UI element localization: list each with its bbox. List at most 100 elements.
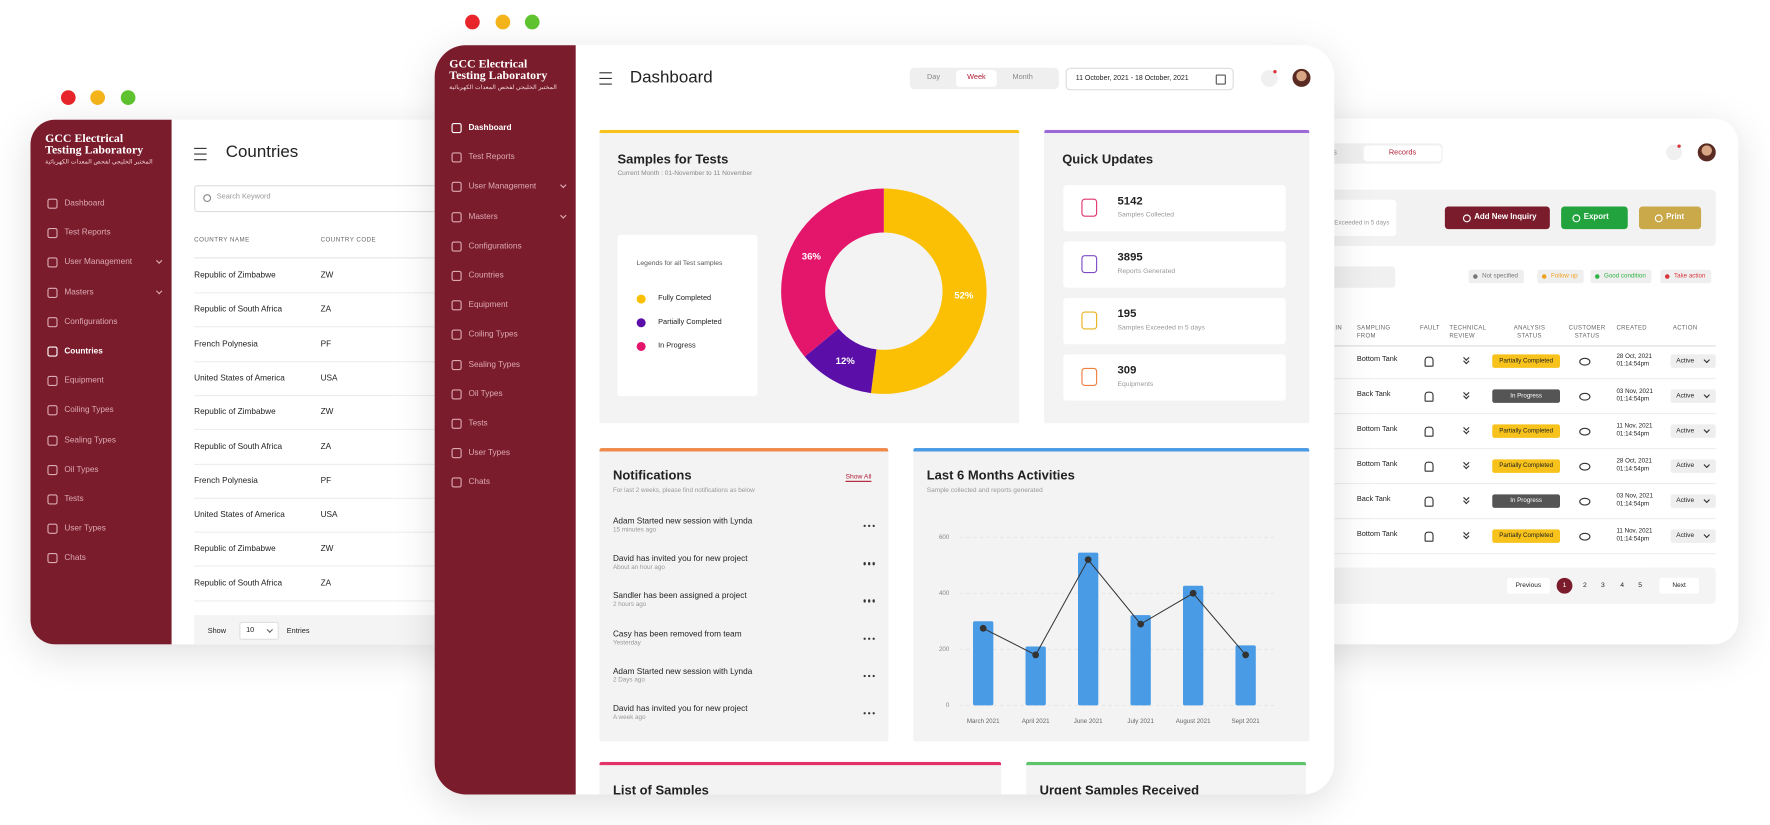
avatar[interactable]: [1292, 68, 1311, 87]
more-dot: [863, 599, 867, 603]
show-all-link[interactable]: Show All: [845, 474, 872, 482]
update-label: Equipments: [1117, 381, 1154, 389]
page-number[interactable]: 5: [1638, 582, 1643, 590]
action-select[interactable]: Active: [1670, 389, 1716, 403]
tab[interactable]: s: [1333, 148, 1337, 157]
slice-label: 36%: [802, 252, 822, 263]
status-dot: [1664, 274, 1670, 279]
button-icon: [1572, 214, 1581, 223]
pie-slice: [804, 328, 877, 394]
pagination-label: Next: [1672, 582, 1686, 590]
bar: [1182, 585, 1204, 706]
menu-item[interactable]: Sealing Types: [64, 434, 116, 445]
sampling-from: Back Tank: [1356, 390, 1391, 399]
update-icon: [1081, 255, 1098, 274]
y-tick-label: 600: [939, 534, 950, 541]
action-select[interactable]: Active: [1670, 494, 1716, 508]
header-divider: [194, 257, 460, 259]
menu-item[interactable]: Countries: [468, 269, 504, 280]
country-name: French Polynesia: [194, 474, 258, 486]
search-box[interactable]: Search Keyword: [194, 185, 460, 213]
menu-item[interactable]: Masters: [64, 286, 94, 297]
menu-icon: [47, 316, 58, 328]
menu-item[interactable]: Coiling Types: [64, 404, 114, 415]
chevron: [1463, 427, 1470, 435]
menu-item[interactable]: Test Reports: [468, 151, 515, 162]
menu-item[interactable]: Equipment: [468, 299, 508, 310]
more-dot: [863, 674, 867, 678]
avatar[interactable]: [1697, 143, 1716, 162]
pie-slice: [781, 188, 884, 357]
chevron: [1463, 392, 1470, 400]
page-number[interactable]: 3: [1601, 582, 1605, 590]
menu-item[interactable]: User Management: [468, 181, 537, 192]
country-code: PF: [320, 338, 332, 349]
update-item: 3895 Reports Generated: [1063, 241, 1286, 288]
menu-item[interactable]: Masters: [468, 210, 498, 221]
menu-item[interactable]: User Management: [64, 256, 133, 267]
menu-item[interactable]: Chats: [468, 476, 490, 487]
country-code: ZA: [320, 440, 332, 451]
pagination-button[interactable]: Next: [1659, 577, 1699, 594]
customer-status-icon: [1579, 357, 1591, 366]
page-number[interactable]: 4: [1620, 582, 1624, 590]
menu-item[interactable]: Dashboard: [468, 121, 512, 133]
action-select[interactable]: Active: [1670, 459, 1716, 473]
period-option[interactable]: Day: [926, 73, 941, 82]
menu-item[interactable]: Chats: [64, 552, 86, 563]
menu-item[interactable]: Configurations: [64, 315, 118, 326]
notification-bell[interactable]: [1260, 69, 1278, 87]
customer-status-icon: [1579, 462, 1591, 471]
pagination-button[interactable]: Previous: [1506, 577, 1550, 594]
menu-item[interactable]: Oil Types: [468, 388, 503, 399]
search-box[interactable]: [1331, 266, 1396, 288]
tab[interactable]: Records: [1388, 148, 1417, 157]
row-divider: [194, 429, 460, 431]
menu-item[interactable]: Tests: [64, 493, 84, 504]
menu-item[interactable]: Sealing Types: [468, 358, 521, 369]
action-select[interactable]: Active: [1670, 529, 1716, 543]
row-divider: [194, 360, 460, 362]
menu-icon: [451, 123, 462, 134]
action-select[interactable]: Active: [1670, 424, 1716, 438]
action-select[interactable]: Active: [1670, 354, 1716, 368]
menu-item[interactable]: Coiling Types: [468, 328, 518, 340]
bar: [973, 621, 994, 706]
menu-item[interactable]: Dashboard: [64, 197, 105, 208]
date-range[interactable]: 11 October, 2021 - 18 October, 2021: [1065, 67, 1234, 91]
button-label: Export: [1583, 213, 1609, 222]
x-tick-label: March 2021: [967, 718, 1000, 725]
page-number[interactable]: 2: [1582, 582, 1587, 590]
more-dot: [863, 712, 867, 715]
menu-item[interactable]: Tests: [468, 417, 488, 428]
menu-toggle-line: [194, 147, 207, 150]
menu-item[interactable]: Configurations: [468, 240, 522, 251]
notification-time: 2 Days ago: [612, 676, 645, 684]
country-code: ZW: [320, 406, 334, 417]
notification-time: 2 hours ago: [612, 601, 647, 609]
menu-icon: [47, 198, 58, 209]
period-option[interactable]: Month: [1012, 73, 1033, 82]
notification-bell[interactable]: [1666, 144, 1682, 161]
column-header: COUNTRY CODE: [320, 237, 377, 244]
action-button[interactable]: Export: [1561, 206, 1628, 230]
menu-item[interactable]: Equipment: [64, 374, 104, 386]
menu-toggle-line: [599, 72, 612, 74]
page-size-select[interactable]: 10: [239, 621, 279, 640]
fault-icon: [1424, 356, 1434, 367]
menu-icon: [47, 553, 58, 564]
menu-item[interactable]: User Types: [468, 447, 510, 458]
menu-item[interactable]: Oil Types: [64, 463, 99, 474]
action-button[interactable]: Print: [1639, 206, 1702, 230]
period-option[interactable]: Week: [967, 73, 986, 82]
country-code: PF: [320, 474, 332, 486]
action-button[interactable]: Add New Inquiry: [1444, 206, 1550, 230]
row-divider: [194, 497, 460, 499]
page-number[interactable]: 1: [1556, 577, 1573, 594]
menu-item[interactable]: Test Reports: [64, 227, 111, 238]
fault-icon: [1424, 496, 1434, 507]
menu-item[interactable]: Countries: [64, 345, 103, 356]
pagination-label: Previous: [1515, 582, 1542, 590]
menu-item[interactable]: User Types: [64, 522, 106, 533]
country-name: United States of America: [194, 372, 285, 383]
